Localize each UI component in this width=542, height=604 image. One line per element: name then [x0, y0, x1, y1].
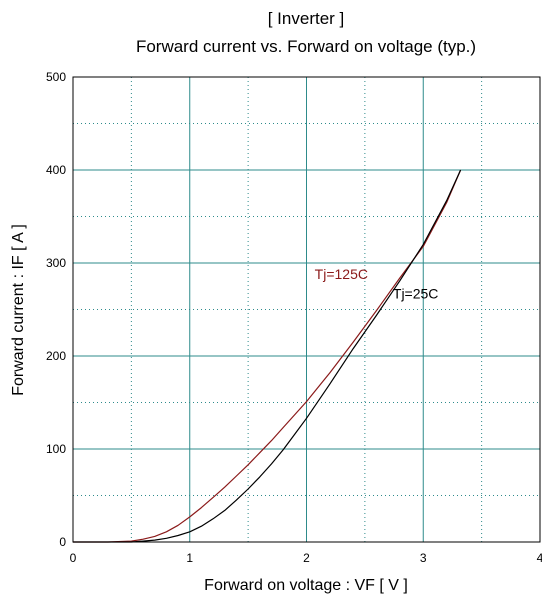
- tick-labels: 0 1 2 3 4 0 100 200 300 400 500: [46, 70, 542, 565]
- x-tick-label: 1: [186, 551, 193, 565]
- chart-title: [ Inverter ]: [268, 9, 345, 28]
- plot-frame: [72, 76, 541, 543]
- y-tick-label: 0: [59, 535, 66, 549]
- grid-lines: [73, 77, 540, 542]
- chart-subtitle: Forward current vs. Forward on voltage (…: [136, 37, 476, 56]
- y-tick-label: 100: [46, 442, 66, 456]
- series-line-tj-125c: [73, 169, 462, 543]
- x-tick-label: 2: [303, 551, 310, 565]
- y-axis-label: Forward current : IF [ A ]: [10, 224, 27, 396]
- y-tick-label: 200: [46, 349, 66, 363]
- series-line-tj-25c: [73, 169, 462, 543]
- series-annotations: Tj=125C Tj=25C: [315, 266, 439, 302]
- y-tick-label: 400: [46, 163, 66, 177]
- x-tick-label: 3: [420, 551, 427, 565]
- x-tick-label: 0: [70, 551, 77, 565]
- x-axis-label: Forward on voltage : VF [ V ]: [204, 577, 408, 594]
- y-tick-label: 300: [46, 256, 66, 270]
- series-lines: [73, 169, 462, 543]
- series-label-tj-125c: Tj=125C: [315, 266, 368, 282]
- series-label-tj-25c: Tj=25C: [393, 285, 439, 301]
- x-tick-label: 4: [537, 551, 542, 565]
- y-tick-label: 500: [46, 70, 66, 84]
